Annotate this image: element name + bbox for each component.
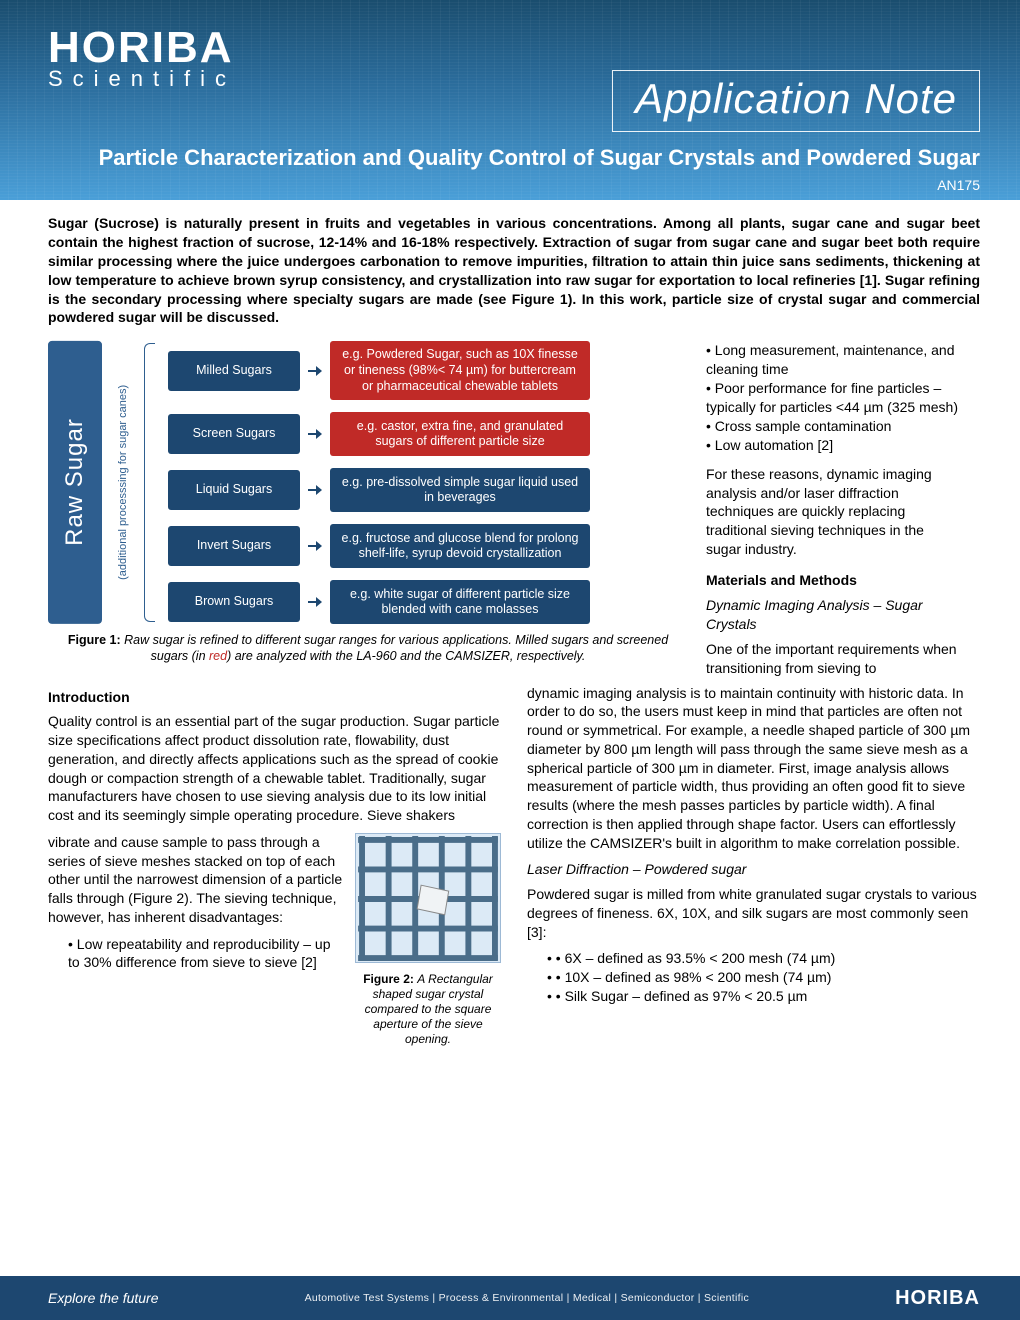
arrow-icon bbox=[308, 541, 322, 551]
sugar-defs-list: • 6X – defined as 93.5% < 200 mesh (74 µ… bbox=[547, 949, 980, 1005]
sugar-row: Liquid Sugars e.g. pre-dissolved simple s… bbox=[168, 468, 590, 512]
dia-lead-text: One of the important requirements when t… bbox=[706, 640, 961, 678]
right-column: dynamic imaging analysis is to maintain … bbox=[527, 684, 980, 1047]
document-id: AN175 bbox=[99, 177, 980, 193]
figure1-caption-red: red bbox=[209, 649, 227, 663]
figure2-block: Figure 2: A Rectangular shaped sugar cry… bbox=[355, 833, 501, 1047]
body: Sugar (Sucrose) is naturally present in … bbox=[0, 200, 1020, 1047]
document-title: Particle Characterization and Quality Co… bbox=[99, 144, 980, 173]
logo-main: HORIBA bbox=[48, 28, 980, 68]
intro-col-p1: Quality control is an essential part of … bbox=[48, 712, 501, 825]
sugar-description-box: e.g. fructose and glucose blend for prol… bbox=[330, 524, 590, 568]
figure2-mesh-icon bbox=[355, 833, 501, 963]
sugar-category-box: Brown Sugars bbox=[168, 582, 300, 622]
sugar-category-box: Screen Sugars bbox=[168, 414, 300, 454]
definition-item: • 10X – defined as 98% < 200 mesh (74 µm… bbox=[547, 968, 980, 987]
header: HORIBA Scientific Application Note Parti… bbox=[0, 0, 1020, 200]
sugar-row: Invert Sugars e.g. fructose and glucose b… bbox=[168, 524, 590, 568]
dia-subheading: Dynamic Imaging Analysis – Sugar Crystal… bbox=[706, 596, 961, 634]
materials-methods-heading: Materials and Methods bbox=[706, 571, 961, 590]
figure1-diagram: Raw Sugar (additional processsing for su… bbox=[48, 341, 688, 624]
left-column: Introduction Quality control is an essen… bbox=[48, 684, 501, 1047]
bullet-item: • Low automation [2] bbox=[706, 436, 961, 455]
arrow-icon bbox=[308, 597, 322, 607]
app-note-label: Application Note bbox=[612, 70, 980, 132]
figure2-wrap: vibrate and cause sample to pass through… bbox=[48, 833, 501, 1047]
sugar-row: Screen Sugars e.g. castor, extra fine, an… bbox=[168, 412, 590, 456]
figure2-sidetext: vibrate and cause sample to pass through… bbox=[48, 833, 343, 980]
sugar-description-box: e.g. castor, extra fine, and granulated … bbox=[330, 412, 590, 456]
sugar-description-box: e.g. pre-dissolved simple sugar liquid u… bbox=[330, 468, 590, 512]
figure2-caption-prefix: Figure 2: bbox=[363, 972, 417, 986]
footer-logo: HORIBA bbox=[895, 1287, 980, 1310]
figure1-container: Raw Sugar (additional processsing for su… bbox=[48, 341, 688, 677]
left-bullet: • Low repeatability and reproducibility … bbox=[68, 935, 343, 973]
footer-segments: Automotive Test Systems | Process & Envi… bbox=[187, 1292, 868, 1304]
figure1-row: Raw Sugar (additional processsing for su… bbox=[48, 341, 980, 677]
transition-paragraph: For these reasons, dynamic imaging analy… bbox=[706, 465, 961, 559]
sugar-description-box: e.g. white sugar of different particle s… bbox=[330, 580, 590, 624]
figure1-caption: Figure 1: Raw sugar is refined to differ… bbox=[48, 632, 688, 665]
figure2-caption: Figure 2: A Rectangular shaped sugar cry… bbox=[355, 972, 501, 1047]
figure1-caption-prefix: Figure 1: bbox=[68, 633, 124, 647]
figure1-caption-part2: ) are analyzed with the LA-960 and the C… bbox=[227, 649, 585, 663]
laser-diffraction-subheading: Laser Diffraction – Powdered sugar bbox=[527, 860, 980, 879]
additional-processing-label: (additional processsing for sugar canes) bbox=[112, 341, 134, 624]
bullet-item: • Poor performance for fine particles – … bbox=[706, 379, 961, 417]
bracket-icon bbox=[144, 341, 158, 624]
dia-continuation: dynamic imaging analysis is to maintain … bbox=[527, 684, 980, 853]
arrow-icon bbox=[308, 485, 322, 495]
bullet-item: • Long measurement, maintenance, and cle… bbox=[706, 341, 961, 379]
two-column-body: Introduction Quality control is an essen… bbox=[48, 684, 980, 1047]
bullet-item: • Cross sample contamination bbox=[706, 417, 961, 436]
sugar-description-box: e.g. Powdered Sugar, such as 10X finesse… bbox=[330, 341, 590, 400]
intro-paragraph: Sugar (Sucrose) is naturally present in … bbox=[48, 214, 980, 327]
right-inline-column: • Long measurement, maintenance, and cle… bbox=[706, 341, 961, 677]
introduction-heading: Introduction bbox=[48, 688, 501, 707]
footer-tagline: Explore the future bbox=[48, 1290, 159, 1306]
arrow-icon bbox=[308, 429, 322, 439]
intro-col-p2: vibrate and cause sample to pass through… bbox=[48, 833, 343, 927]
sugar-row: Milled Sugars e.g. Powdered Sugar, such a… bbox=[168, 341, 590, 400]
sugar-category-box: Liquid Sugars bbox=[168, 470, 300, 510]
arrow-icon bbox=[308, 366, 322, 376]
sugar-category-box: Milled Sugars bbox=[168, 351, 300, 391]
footer: Explore the future Automotive Test Syste… bbox=[0, 1276, 1020, 1320]
sugar-rows: Milled Sugars e.g. Powdered Sugar, such a… bbox=[168, 341, 590, 624]
sugar-row: Brown Sugars e.g. white sugar of differen… bbox=[168, 580, 590, 624]
raw-sugar-box: Raw Sugar bbox=[48, 341, 102, 624]
sugar-category-box: Invert Sugars bbox=[168, 526, 300, 566]
powdered-sugar-para: Powdered sugar is milled from white gran… bbox=[527, 885, 980, 941]
definition-item: • 6X – defined as 93.5% < 200 mesh (74 µ… bbox=[547, 949, 980, 968]
title-block: Application Note Particle Characterizati… bbox=[99, 70, 980, 193]
definition-item: • Silk Sugar – defined as 97% < 20.5 µm bbox=[547, 987, 980, 1006]
disadvantage-bullets: • Long measurement, maintenance, and cle… bbox=[706, 341, 961, 454]
